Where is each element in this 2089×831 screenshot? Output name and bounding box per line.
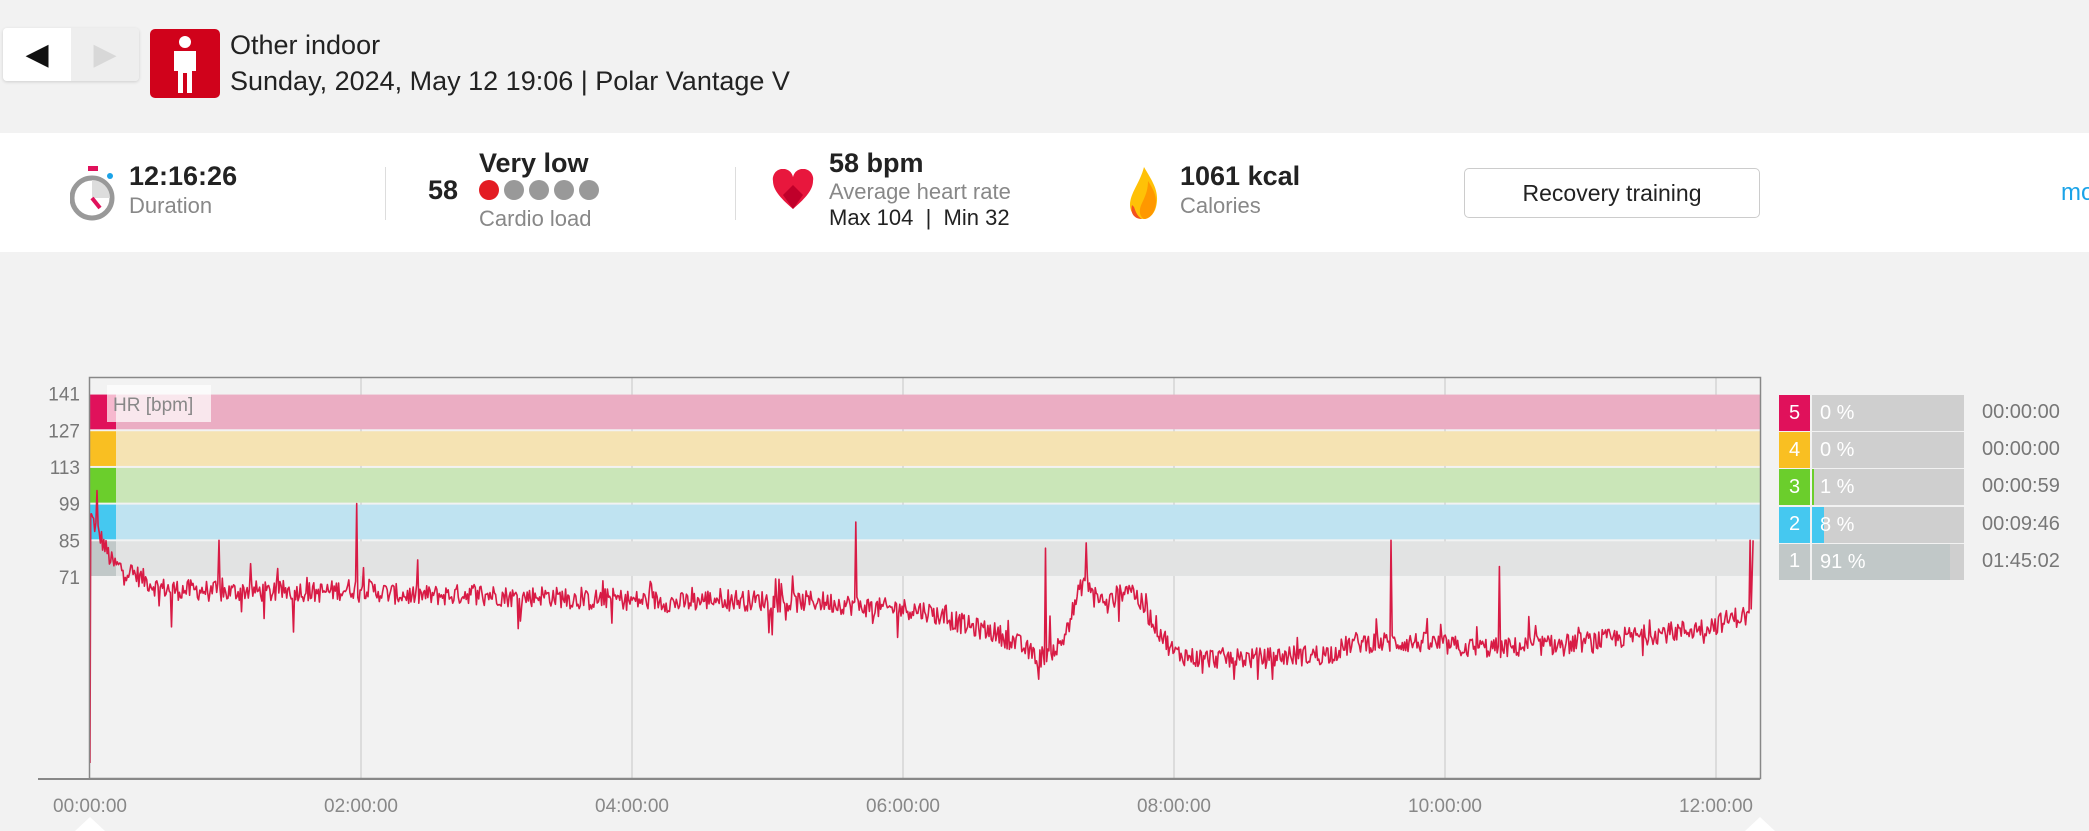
stopwatch-icon: [69, 166, 118, 227]
person-standing-icon: [150, 29, 220, 98]
cardio-label: Cardio load: [479, 206, 592, 231]
zone-row-3: 3 1 %: [1779, 469, 1964, 506]
divider: [385, 167, 386, 220]
zone-number: 4: [1779, 432, 1812, 469]
range-end-handle[interactable]: [1745, 817, 1775, 831]
y-tick-label: 141: [48, 385, 80, 406]
zone-percent: 1 %: [1820, 476, 1855, 499]
more-link[interactable]: mo: [2061, 179, 2089, 206]
y-tick-label: 85: [59, 531, 80, 552]
flame-icon: [1126, 167, 1162, 224]
zone-time: 01:45:02: [1982, 549, 2060, 572]
training-benefit-button[interactable]: Recovery training: [1464, 168, 1760, 218]
duration-label: Duration: [129, 193, 213, 218]
cardio-dot: [554, 180, 574, 200]
zone-time: 00:00:00: [1982, 401, 2060, 423]
y-tick-label: 99: [59, 495, 80, 516]
next-button[interactable]: ▶: [71, 28, 139, 81]
calories-label: Calories: [1180, 193, 1261, 218]
cardio-dot: [479, 180, 499, 200]
zone-4-band: [90, 431, 1760, 466]
hr-line: [89, 489, 1754, 764]
zone-bar: 1 %: [1812, 469, 1964, 506]
x-tick-label: 12:00:00: [1679, 796, 1753, 817]
zone-percent: 0 %: [1820, 402, 1855, 424]
avg-hr-value: 58 bpm: [829, 148, 924, 178]
divider: [735, 167, 736, 220]
y-axis-label: HR [bpm]: [113, 395, 193, 416]
zone-percent: 0 %: [1820, 439, 1855, 462]
heart-icon: [771, 168, 815, 218]
zone-bar-fill: [1812, 506, 1825, 543]
cardio-load-dots: [479, 180, 599, 200]
cardio-level: Very low: [479, 148, 589, 178]
zone-4-marker: [90, 431, 116, 466]
x-tick-label: 04:00:00: [595, 796, 669, 817]
zone-bar: 91 %: [1812, 543, 1964, 580]
zone-number: 2: [1779, 506, 1812, 543]
activity-nav: ◀ ▶: [3, 28, 139, 81]
hr-max-min: Max 104 | Min 32: [829, 205, 1010, 230]
zone-number: 5: [1779, 395, 1812, 431]
cardio-dot: [579, 180, 599, 200]
zone-3-band: [90, 467, 1760, 503]
y-tick-label: 127: [48, 421, 80, 442]
avg-hr-label: Average heart rate: [829, 179, 1011, 204]
zone-5-band: [90, 394, 1760, 430]
zone-3-marker: [90, 467, 116, 503]
zone-2-band: [90, 504, 1760, 540]
x-tick-label: 00:00:00: [53, 796, 127, 817]
x-tick-label: 10:00:00: [1408, 796, 1482, 817]
zone-percent: 8 %: [1820, 513, 1855, 536]
zone-bar: 8 %: [1812, 506, 1964, 543]
activity-title: Other indoor: [230, 30, 381, 60]
zone-number: 3: [1779, 469, 1812, 506]
cardio-dot: [529, 180, 549, 200]
zone-row-2: 2 8 %: [1779, 506, 1964, 543]
zone-bar: 0 %: [1812, 395, 1964, 431]
hr-label-box: [107, 385, 211, 422]
zone-bar-fill: [1812, 469, 1814, 506]
cardio-score: 58: [428, 175, 459, 205]
x-tick-label: 02:00:00: [324, 796, 398, 817]
calories-value: 1061 kcal: [1180, 161, 1301, 191]
duration-value: 12:16:26: [129, 161, 238, 191]
zone-row-1: 1 91 %: [1779, 543, 1964, 580]
zone-time: 00:00:59: [1982, 475, 2060, 498]
zone-percent: 91 %: [1820, 550, 1866, 573]
zone-number: 1: [1779, 543, 1812, 580]
zone-1-band: [90, 541, 1760, 576]
summary-panel: 12:16:26 Duration 58 Very low Cardio loa…: [0, 133, 2089, 252]
zone-time: 00:09:46: [1982, 512, 2060, 535]
range-start-handle[interactable]: [75, 817, 105, 831]
cardio-dot: [504, 180, 524, 200]
zone-bar: 0 %: [1812, 432, 1964, 469]
y-tick-label: 71: [59, 568, 80, 589]
zone-row-4: 4 0 %: [1779, 432, 1964, 469]
activity-subtitle: Sunday, 2024, May 12 19:06 | Polar Vanta…: [230, 66, 790, 96]
zone-time: 00:00:00: [1982, 438, 2060, 461]
previous-button[interactable]: ◀: [3, 28, 71, 81]
x-tick-label: 06:00:00: [866, 796, 940, 817]
y-tick-label: 113: [50, 458, 80, 479]
x-tick-label: 08:00:00: [1137, 796, 1211, 817]
zone-bar-fill: [1812, 543, 1951, 580]
zone-row-5: 5 0 %: [1779, 395, 1964, 431]
triangle-left-icon: ◀: [25, 38, 49, 71]
triangle-right-icon: ▶: [93, 38, 117, 71]
